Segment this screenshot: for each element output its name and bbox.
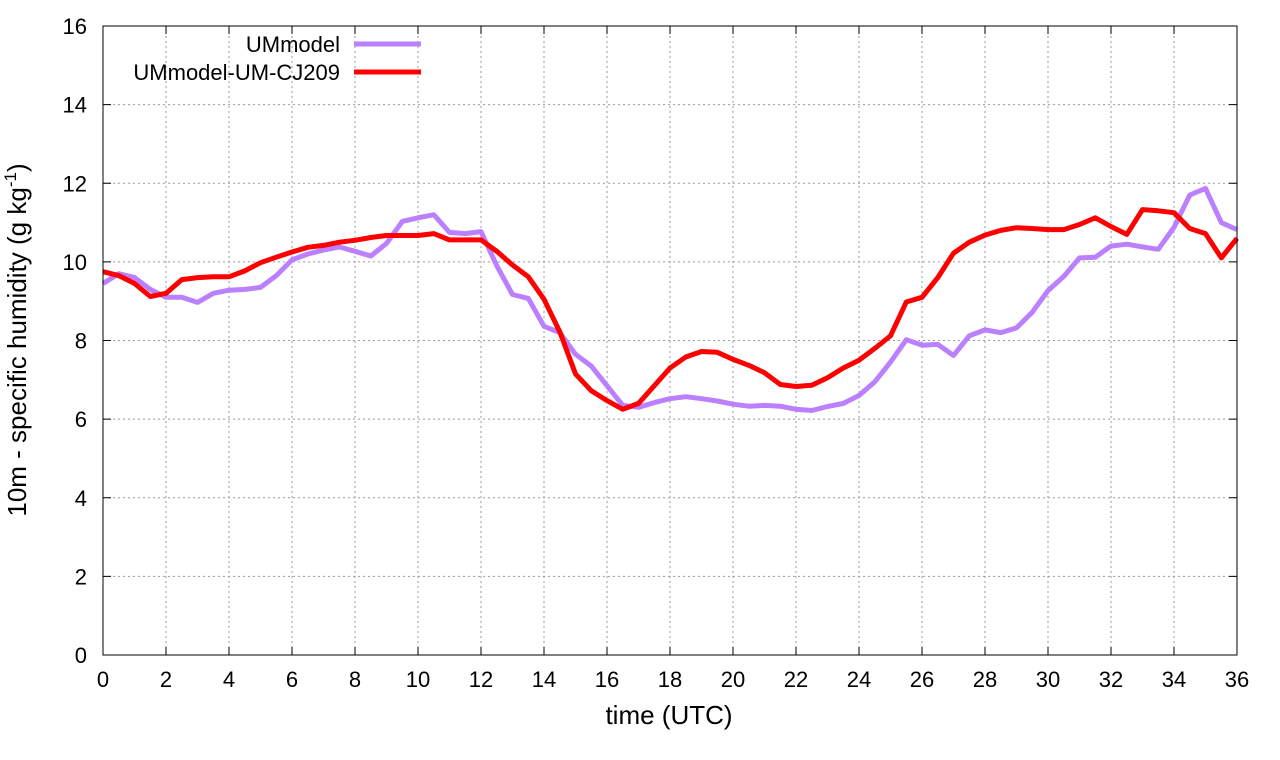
x-tick-label: 8 <box>349 667 361 692</box>
x-tick-label: 2 <box>160 667 172 692</box>
x-tick-label: 10 <box>406 667 430 692</box>
y-axis-title-close: ) <box>2 163 32 172</box>
x-tick-label: 36 <box>1225 667 1249 692</box>
y-tick-label: 6 <box>75 407 87 432</box>
x-tick-label: 16 <box>595 667 619 692</box>
x-tick-label: 32 <box>1099 667 1123 692</box>
legend: UMmodel UMmodel-UM-CJ209 <box>133 32 421 85</box>
y-tick-label: 10 <box>63 250 87 275</box>
x-tick-label: 24 <box>847 667 871 692</box>
x-tick-label: 34 <box>1162 667 1186 692</box>
y-tick-label: 0 <box>75 643 87 668</box>
y-tick-label: 2 <box>75 564 87 589</box>
grid-lines <box>103 26 1237 655</box>
y-axis-title-main: 10m - specific humidity (g kg <box>2 187 32 516</box>
y-tick-label: 4 <box>75 486 87 511</box>
series-line-2 <box>102 207 1239 412</box>
y-tick-label: 14 <box>63 93 87 118</box>
x-tick-labels: 0 2 4 6 8 10 12 14 16 18 20 22 24 26 28 30 32 34 36 <box>97 667 1249 692</box>
x-axis-title: time (UTC) <box>605 700 732 730</box>
y-tick-label: 12 <box>63 171 87 196</box>
series-lines <box>101 185 1239 413</box>
x-tick-label: 22 <box>784 667 808 692</box>
x-tick-label: 12 <box>469 667 493 692</box>
x-tick-label: 6 <box>286 667 298 692</box>
y-axis-title: 10m - specific humidity (g kg-1) <box>1 163 32 516</box>
y-tick-label: 8 <box>75 329 87 354</box>
x-tick-label: 20 <box>721 667 745 692</box>
series-line-1 <box>101 185 1239 413</box>
x-tick-label: 4 <box>223 667 235 692</box>
x-tick-label: 0 <box>97 667 109 692</box>
legend-label-1: UMmodel <box>246 32 340 57</box>
plot-frame <box>102 25 1238 656</box>
y-axis-title-superscript: -1 <box>1 172 20 187</box>
x-tick-label: 30 <box>1036 667 1060 692</box>
x-tick-label: 14 <box>532 667 556 692</box>
x-tick-label: 28 <box>973 667 997 692</box>
x-tick-label: 18 <box>658 667 682 692</box>
x-tick-label: 26 <box>910 667 934 692</box>
y-tick-labels: 0 2 4 6 8 10 12 14 16 <box>63 14 87 668</box>
legend-label-2: UMmodel-UM-CJ209 <box>133 60 340 85</box>
y-tick-label: 16 <box>63 14 87 39</box>
